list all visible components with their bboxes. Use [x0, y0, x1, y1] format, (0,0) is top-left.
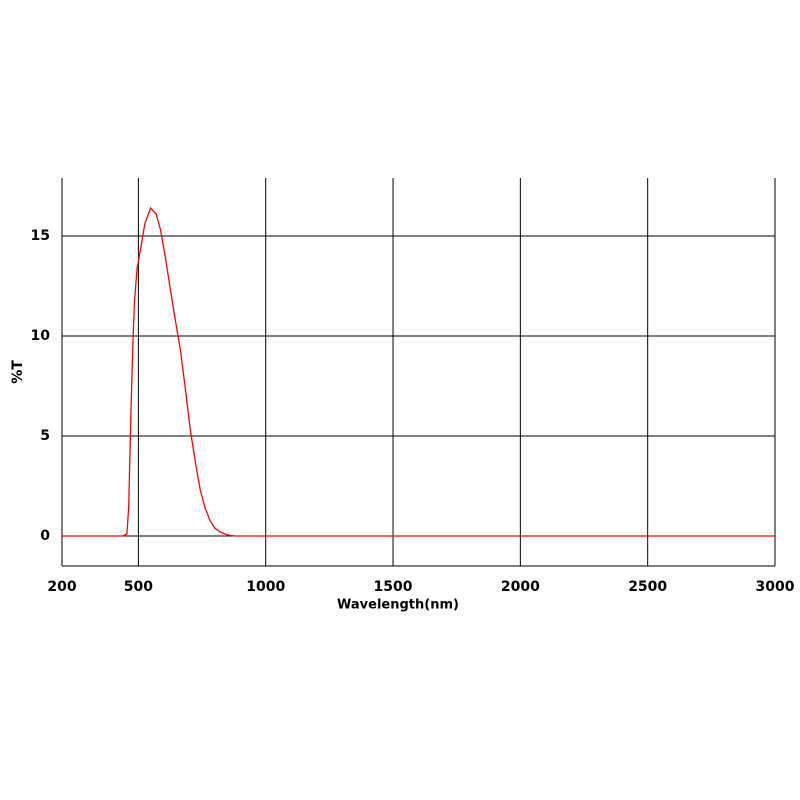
- x-tick-label: 1500: [374, 579, 413, 595]
- y-tick-label: 10: [31, 328, 51, 344]
- y-axis-label: %T: [10, 360, 26, 384]
- x-tick-label: 3000: [756, 579, 795, 595]
- x-tick-label: 500: [124, 579, 153, 595]
- x-tick-label: 1000: [246, 579, 285, 595]
- x-tick-label: 2000: [501, 579, 540, 595]
- y-tick-label: 15: [31, 228, 50, 244]
- x-tick-label: 200: [47, 579, 76, 595]
- x-tick-label: 2500: [628, 579, 667, 595]
- y-tick-label: 0: [40, 528, 50, 544]
- x-axis-label: Wavelength(nm): [337, 598, 459, 613]
- data-line: [62, 206, 775, 537]
- y-tick-label: 5: [40, 428, 50, 444]
